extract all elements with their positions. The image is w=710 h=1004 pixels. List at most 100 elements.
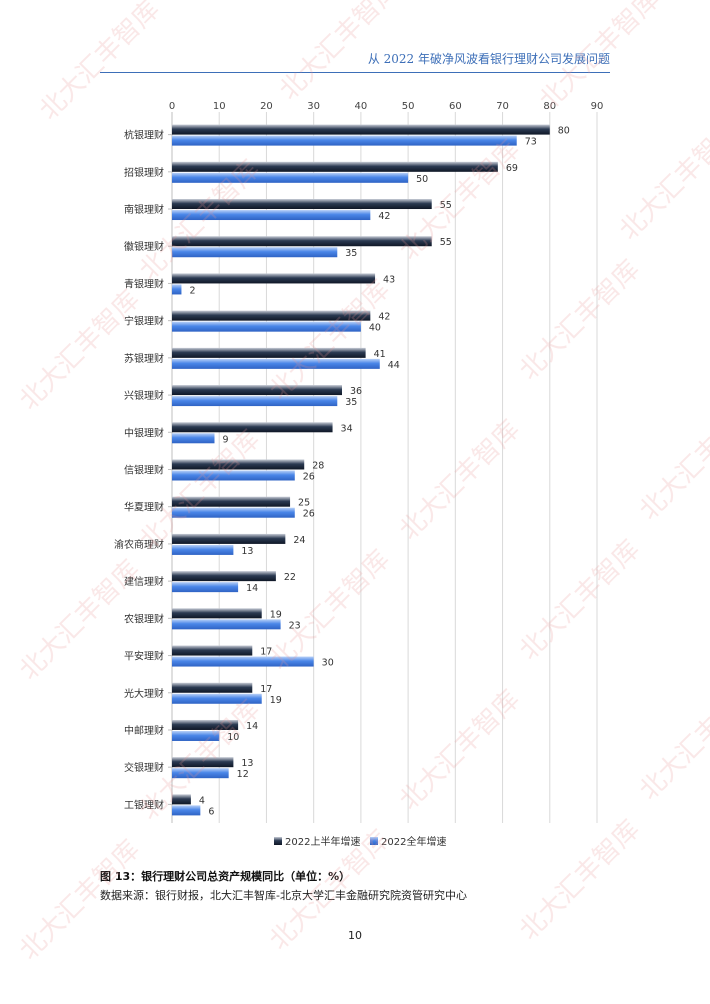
bar-series1 (172, 608, 262, 619)
data-label-series1: 55 (440, 237, 452, 248)
data-label-series2: 9 (223, 434, 229, 445)
x-tick-label: 50 (402, 101, 415, 112)
category-label: 农银理财 (124, 612, 164, 625)
category-label: 招银理财 (124, 166, 164, 179)
data-label-series1: 34 (341, 423, 353, 434)
data-label-series2: 14 (246, 583, 258, 594)
data-label-series2: 10 (227, 732, 239, 743)
category-label: 建信理财 (124, 575, 164, 588)
category-label: 徽银理财 (124, 240, 164, 253)
data-label-series2: 40 (369, 323, 381, 334)
bar-series1 (172, 645, 253, 656)
category-label: 交银理财 (124, 761, 164, 774)
data-label-series1: 55 (440, 200, 452, 211)
header-divider (100, 72, 610, 73)
bar-series2 (172, 507, 295, 518)
bar-series2 (172, 433, 215, 444)
page-header: 从 2022 年破净风波看银行理财公司发展问题 (367, 52, 610, 66)
data-label-series1: 69 (506, 163, 518, 174)
data-label-series1: 43 (383, 274, 395, 285)
data-label-series1: 28 (312, 461, 324, 472)
bar-series2 (172, 693, 262, 704)
bar-series1 (172, 533, 286, 544)
data-label-series1: 17 (260, 684, 272, 695)
bar-series1 (172, 310, 371, 321)
category-label: 信银理财 (124, 464, 164, 477)
figure-caption: 图 13：银行理财公司总资产规模同比（单位：%） (100, 870, 351, 883)
bar-series2 (172, 582, 239, 593)
x-tick-label: 40 (355, 101, 368, 112)
bar-series2 (172, 396, 338, 407)
data-label-series1: 41 (374, 349, 386, 360)
category-label: 工银理财 (124, 798, 164, 811)
bar-series1 (172, 385, 342, 396)
data-label-series1: 25 (298, 498, 310, 509)
x-tick-label: 0 (169, 101, 175, 112)
data-label-series1: 4 (199, 795, 205, 806)
data-label-series2: 26 (303, 472, 315, 483)
category-label: 光大理财 (124, 687, 164, 700)
category-label: 宁银理财 (124, 315, 164, 328)
data-label-series2: 2 (189, 285, 195, 296)
data-label-series2: 12 (237, 769, 249, 780)
bar-series1 (172, 199, 432, 210)
category-label: 平安理财 (124, 650, 164, 663)
data-label-series1: 80 (558, 126, 570, 137)
bar-series1 (172, 719, 239, 730)
x-tick-label: 80 (543, 101, 556, 112)
bar-series2 (172, 656, 314, 667)
data-label-series1: 36 (350, 386, 362, 397)
bar-series2 (172, 135, 517, 146)
bar-series2 (172, 210, 371, 221)
bar-series1 (172, 682, 253, 693)
figure-source: 数据来源：银行财报，北大汇丰智库-北京大学汇丰金融研究院资管研究中心 (100, 889, 467, 902)
bar-series1 (172, 124, 550, 135)
bar-series1 (172, 236, 432, 247)
data-label-series2: 35 (345, 248, 357, 259)
legend-swatch (370, 837, 378, 845)
data-label-series2: 30 (322, 658, 334, 669)
data-label-series2: 6 (208, 806, 214, 817)
category-label: 中银理财 (124, 426, 164, 439)
x-tick-label: 30 (307, 101, 320, 112)
page-number: 10 (348, 929, 362, 942)
x-tick-label: 60 (449, 101, 462, 112)
data-label-series1: 24 (293, 535, 305, 546)
category-label: 中邮理财 (124, 724, 164, 737)
data-label-series2: 50 (416, 174, 428, 185)
data-label-series2: 35 (345, 397, 357, 408)
legend-label: 2022全年增速 (381, 835, 446, 848)
bar-series2 (172, 805, 201, 816)
x-tick-label: 10 (213, 101, 226, 112)
data-label-series1: 42 (378, 312, 390, 323)
bar-series2 (172, 358, 380, 369)
bar-series1 (172, 273, 376, 284)
data-label-series2: 26 (303, 509, 315, 520)
category-label: 青银理财 (124, 277, 164, 290)
data-label-series2: 44 (388, 360, 400, 371)
bar-series2 (172, 619, 281, 630)
bar-series2 (172, 247, 338, 258)
category-label: 兴银理财 (124, 389, 164, 402)
bar-series2 (172, 321, 361, 332)
bar-series2 (172, 768, 229, 779)
bar-series2 (172, 284, 182, 295)
data-label-series2: 73 (525, 137, 537, 148)
data-label-series2: 19 (270, 695, 282, 706)
data-label-series2: 13 (241, 546, 253, 557)
bar-series1 (172, 757, 234, 768)
legend-swatch (274, 837, 282, 845)
category-label: 杭银理财 (124, 129, 164, 142)
data-label-series1: 19 (270, 609, 282, 620)
bar-series2 (172, 470, 295, 481)
bar-series1 (172, 422, 333, 433)
x-tick-label: 20 (260, 101, 273, 112)
data-label-series1: 14 (246, 721, 258, 732)
x-tick-label: 90 (591, 101, 604, 112)
data-label-series1: 13 (241, 758, 253, 769)
bar-series1 (172, 459, 305, 470)
bar-series1 (172, 794, 191, 805)
legend-label: 2022上半年增速 (285, 835, 360, 848)
category-label: 南银理财 (124, 203, 164, 216)
